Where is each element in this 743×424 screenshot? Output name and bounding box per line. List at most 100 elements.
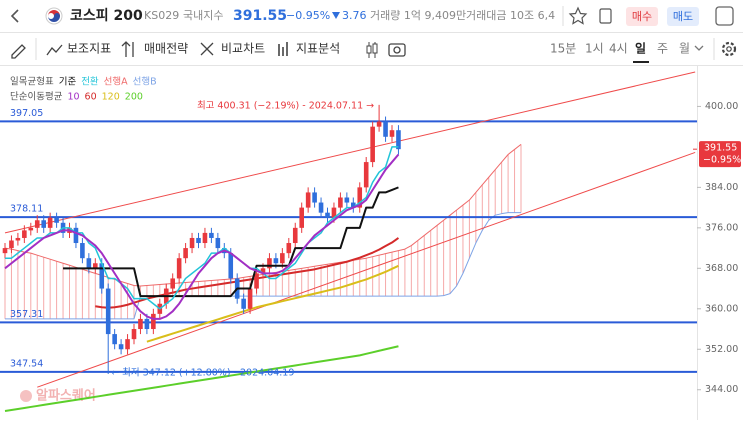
legend-entry[interactable]: 선행A — [104, 76, 128, 88]
candle-body — [86, 258, 92, 269]
sell-label[interactable]: 매도 — [673, 10, 693, 23]
legend-entry[interactable]: 200 — [125, 92, 143, 103]
camera-icon[interactable] — [388, 43, 406, 57]
compare-icon[interactable] — [200, 42, 214, 56]
change: 3.76 — [342, 9, 367, 22]
y-tick-label: 384.00 — [705, 182, 738, 193]
legend: 일목균형표 기준 전환 선행A 선행B 단순이동평균 10 60 120 200 — [10, 76, 157, 103]
back-icon[interactable] — [10, 9, 19, 23]
code: KS029 — [144, 9, 179, 22]
candle-body — [99, 263, 105, 289]
indicator-line — [4, 153, 400, 320]
legend-entry[interactable]: 기준 — [59, 77, 77, 88]
y-tick-label: 360.00 — [705, 303, 738, 314]
star-icon[interactable] — [568, 6, 588, 25]
candle-body — [344, 197, 350, 203]
candle-body — [118, 344, 124, 350]
candle-body — [241, 298, 246, 309]
y-tick-label: 352.00 — [705, 344, 738, 355]
legend-group: 단순이동평균 — [10, 92, 63, 103]
candle-body — [138, 318, 143, 330]
down-arrow — [332, 12, 340, 19]
analysis-icon[interactable] — [278, 42, 288, 56]
memo-icon[interactable] — [599, 8, 612, 24]
candle-body — [151, 313, 156, 330]
candle-body — [22, 230, 27, 238]
candle-body — [34, 220, 40, 228]
level-label: 378.11 — [10, 204, 43, 215]
buy-button[interactable] — [626, 7, 658, 26]
indicator-line — [4, 345, 399, 412]
draw-icon[interactable] — [11, 44, 26, 59]
buy-label[interactable]: 매수 — [632, 10, 652, 23]
toolbar: 보조지표 매매전략 비교차트 지표분석 15분 1시 4시 일 주 월 — [0, 38, 743, 66]
toolbar-item[interactable]: 매매전략 — [144, 42, 188, 56]
flag-blue — [48, 13, 60, 22]
high-note: 최고 400.31 (−2.19%) - 2024.07.11 → — [197, 100, 374, 111]
toolbar-item[interactable]: 비교차트 — [221, 42, 265, 56]
legend-entry[interactable]: 선행B — [133, 76, 157, 88]
legend-entry[interactable]: 전환 — [81, 76, 99, 88]
strategy-icon[interactable] — [121, 41, 134, 57]
indicator-icon[interactable] — [46, 44, 63, 56]
candle-body — [196, 237, 201, 244]
candle-body — [280, 253, 285, 264]
candle-body — [254, 273, 259, 289]
toolbar-item[interactable]: 보조지표 — [67, 42, 111, 56]
legend-entry[interactable]: 120 — [102, 92, 120, 103]
candle-body — [292, 227, 298, 244]
candle-icon-body[interactable] — [366, 45, 372, 54]
candle-body — [176, 258, 182, 279]
camera-lens — [393, 46, 401, 54]
candle-body — [312, 192, 317, 203]
candle-icon-body[interactable] — [372, 43, 378, 54]
candle-body — [80, 243, 85, 259]
candle-body — [357, 187, 363, 208]
interval-active[interactable]: 일 — [635, 42, 646, 56]
candle-body — [2, 248, 8, 254]
candle-body — [9, 240, 14, 249]
level-label: 357.31 — [10, 309, 43, 320]
candle-body — [47, 217, 53, 228]
candle-body — [228, 253, 234, 279]
y-tick-label: 400.00 — [705, 101, 738, 112]
candle-body — [286, 243, 292, 254]
trade-value: 거래대금 10조 6,4 — [466, 9, 555, 22]
candle-body — [351, 202, 356, 208]
indicator-line — [146, 264, 399, 343]
legend-entry[interactable]: 60 — [85, 92, 97, 103]
candle-body — [202, 232, 208, 244]
candle-body — [183, 248, 188, 259]
panel-icon[interactable] — [715, 6, 734, 26]
candle-body — [209, 232, 214, 238]
candle-body — [305, 192, 311, 208]
candle-body — [189, 237, 195, 249]
candle-body — [15, 237, 21, 241]
indicator-line — [5, 212, 521, 320]
settings-icon[interactable] — [721, 41, 737, 57]
interval-dropdown[interactable] — [694, 45, 704, 51]
candle-body — [73, 227, 79, 244]
candle-body — [41, 220, 46, 228]
legend-entry[interactable]: 10 — [67, 92, 79, 103]
trendline — [4, 71, 696, 234]
indicator-line — [63, 186, 399, 298]
interval[interactable]: 1시 — [585, 42, 604, 56]
candle-body — [299, 207, 304, 228]
candle-body — [318, 202, 324, 213]
candle-body — [28, 227, 34, 231]
interval[interactable]: 4시 — [609, 42, 628, 56]
interval[interactable]: 15분 — [550, 42, 576, 56]
interval[interactable]: 월 — [679, 42, 690, 56]
candle-body — [389, 130, 395, 137]
toolbar-item[interactable]: 지표분석 — [296, 42, 340, 56]
candle-body — [331, 207, 337, 218]
interval[interactable]: 주 — [657, 42, 668, 56]
sell-button[interactable] — [667, 7, 699, 26]
last-change: −0.95% — [703, 155, 741, 166]
y-tick-label: 368.00 — [705, 263, 738, 274]
candle-body — [325, 212, 330, 218]
trendline — [37, 151, 696, 388]
